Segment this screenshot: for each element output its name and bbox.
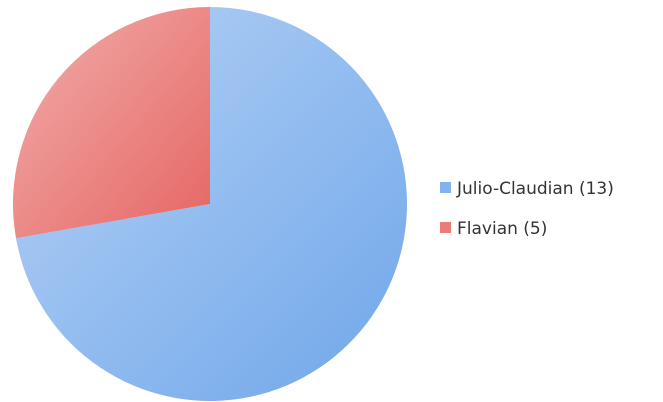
- pie-slice-julio-claudian-13: [15, 7, 408, 402]
- legend-label-1: Julio-Claudian (13): [456, 179, 614, 199]
- legend-label-2: Flavian (5): [457, 219, 547, 239]
- legend-swatch-1: [440, 182, 451, 193]
- pie-slice-flavian-5: [12, 7, 210, 239]
- legend: Julio-Claudian (13) Flavian (5): [440, 179, 614, 239]
- pie-slices: [12, 7, 408, 402]
- legend-swatch-2: [440, 222, 451, 233]
